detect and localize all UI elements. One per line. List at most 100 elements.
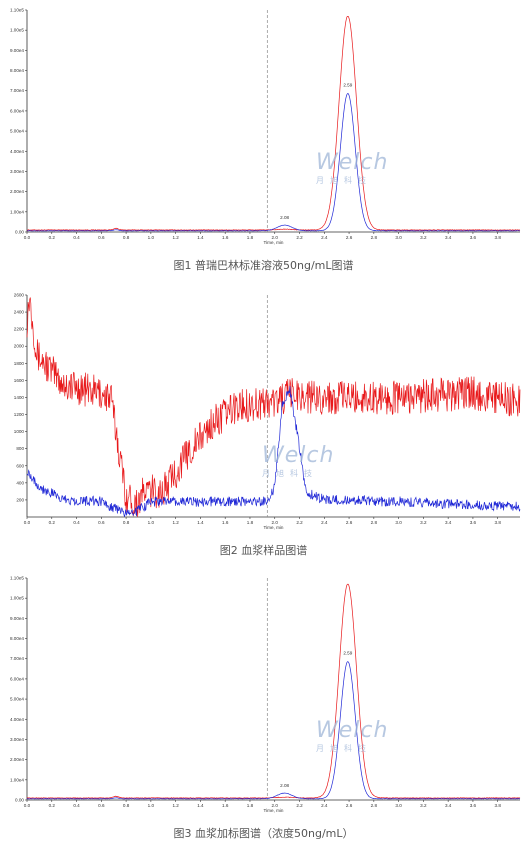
y-tick-label: 4.00e4 (10, 717, 24, 722)
y-tick-label: 2000 (14, 344, 25, 349)
x-tick-label: 3.6 (470, 520, 477, 525)
y-tick-label: 8.00e4 (10, 636, 24, 641)
x-tick-label: 2.8 (371, 520, 378, 525)
x-tick-label: 2.4 (321, 520, 328, 525)
x-tick-label: 3.0 (395, 803, 402, 808)
x-axis-label: Time, min (264, 240, 284, 245)
x-tick-label: 1.0 (148, 520, 155, 525)
y-tick-label: 0.00 (15, 798, 24, 803)
x-tick-label: 0.4 (73, 235, 80, 240)
chart-panel-3: 0.00 1.00e4 2.00e4 3.00e4 4.00e4 5.00e4 6.00e4… (0, 568, 527, 818)
series-line-2 (26, 385, 521, 517)
x-tick-label: 0.0 (24, 235, 31, 240)
x-tick-label: 1.2 (172, 520, 179, 525)
x-tick-label: 0.2 (49, 803, 56, 808)
watermark-logo: Welch (262, 443, 335, 468)
figure-caption-1: 图1 普瑞巴林标准溶液50ng/mL图谱 (173, 259, 354, 272)
peak-label: 2.59 (343, 83, 352, 88)
chart-panel-1: 0.00 1.00e4 2.00e4 3.00e4 4.00e4 5.00e4 6.00e4… (0, 0, 527, 250)
watermark-2: Welch 月旭科技 (262, 443, 334, 479)
x-tick-label: 1.6 (222, 520, 229, 525)
y-tick-label: 5.00e4 (10, 129, 24, 134)
y-tick-label: 1.00e4 (10, 777, 24, 782)
x-tick-label: 3.0 (395, 520, 402, 525)
watermark-logo: Welch (316, 718, 389, 743)
x-tick-label: 3.6 (470, 803, 477, 808)
y-tick-label: 7.00e4 (10, 88, 24, 93)
x-tick-label: 1.4 (197, 235, 204, 240)
peak-label: 2.08 (280, 215, 289, 220)
x-tick-label: 1.8 (247, 235, 254, 240)
y-tick-label: 1200 (14, 412, 25, 417)
x-axis-label: Time, min (264, 525, 284, 530)
watermark-logo: Welch (316, 150, 389, 175)
x-tick-label: 3.8 (495, 235, 502, 240)
x-tick-label: 2.2 (296, 235, 303, 240)
x-tick-label: 0.8 (123, 520, 130, 525)
series-line-1 (26, 297, 521, 517)
x-tick-label: 1.4 (197, 803, 204, 808)
x-tick-label: 1.8 (247, 803, 254, 808)
x-tick-label: 2.8 (371, 235, 378, 240)
chart-panel-2: 200 400 600 800 1000 1200 1400 1600 1800 2000 2200… (0, 285, 527, 535)
y-tick-label: 1600 (14, 378, 25, 383)
series-line-2 (26, 661, 521, 800)
x-tick-label: 3.2 (420, 520, 427, 525)
y-tick-label: 5.00e4 (10, 697, 24, 702)
y-tick-label: 2400 (14, 310, 25, 315)
chromatogram-3: 0.00 1.00e4 2.00e4 3.00e4 4.00e4 5.00e4 6.00e4… (10, 576, 521, 813)
y-tick-label: 1.00e5 (10, 596, 24, 601)
x-tick-label: 0.6 (98, 803, 105, 808)
x-tick-label: 3.4 (445, 803, 452, 808)
series-line-2 (26, 93, 521, 232)
x-tick-label: 0.4 (73, 520, 80, 525)
x-tick-label: 0.6 (98, 235, 105, 240)
y-tick-label: 1800 (14, 361, 25, 366)
watermark-subtitle: 月旭科技 (316, 176, 372, 185)
x-tick-label: 1.8 (247, 520, 254, 525)
x-tick-label: 3.4 (445, 235, 452, 240)
x-tick-label: 1.2 (172, 235, 179, 240)
watermark-3: Welch 月旭科技 (316, 718, 388, 754)
x-tick-label: 0.2 (49, 520, 56, 525)
y-tick-label: 200 (16, 497, 24, 502)
x-tick-label: 0.4 (73, 803, 80, 808)
y-tick-label: 2600 (14, 293, 25, 298)
y-tick-label: 6.00e4 (10, 676, 24, 681)
x-tick-label: 2.2 (296, 803, 303, 808)
y-tick-label: 4.00e4 (10, 149, 24, 154)
y-tick-label: 9.00e4 (10, 48, 24, 53)
x-tick-label: 3.2 (420, 803, 427, 808)
watermark-subtitle: 月旭科技 (262, 469, 318, 478)
x-tick-label: 3.0 (395, 235, 402, 240)
y-tick-label: 1.10e5 (10, 8, 24, 13)
x-tick-label: 2.0 (272, 803, 279, 808)
y-tick-label: 3.00e4 (10, 169, 24, 174)
x-tick-label: 0.2 (49, 235, 56, 240)
y-tick-label: 1.00e5 (10, 28, 24, 33)
chromatogram-1: 0.00 1.00e4 2.00e4 3.00e4 4.00e4 5.00e4 6.00e4… (10, 8, 521, 245)
peak-label: 2.59 (343, 651, 352, 656)
x-tick-label: 2.8 (371, 803, 378, 808)
y-tick-label: 1.00e4 (10, 209, 24, 214)
figure-caption-2: 图2 血浆样品图谱 (219, 544, 308, 557)
y-tick-label: 3.00e4 (10, 737, 24, 742)
x-tick-label: 1.4 (197, 520, 204, 525)
x-tick-label: 3.8 (495, 803, 502, 808)
x-tick-label: 0.6 (98, 520, 105, 525)
x-tick-label: 1.2 (172, 803, 179, 808)
y-tick-label: 0.00 (15, 230, 24, 235)
x-tick-label: 2.0 (272, 235, 279, 240)
x-tick-label: 2.6 (346, 235, 353, 240)
watermark-subtitle: 月旭科技 (316, 744, 372, 753)
x-tick-label: 2.4 (321, 235, 328, 240)
y-tick-label: 2.00e4 (10, 757, 24, 762)
y-tick-label: 8.00e4 (10, 68, 24, 73)
x-tick-label: 0.8 (123, 803, 130, 808)
x-tick-label: 2.6 (346, 520, 353, 525)
x-tick-label: 1.6 (222, 235, 229, 240)
y-tick-label: 6.00e4 (10, 108, 24, 113)
x-tick-label: 2.2 (296, 520, 303, 525)
figure-caption-3: 图3 血浆加标图谱（浓度50ng/mL） (173, 827, 354, 840)
x-axis-label: Time, min (264, 808, 284, 813)
